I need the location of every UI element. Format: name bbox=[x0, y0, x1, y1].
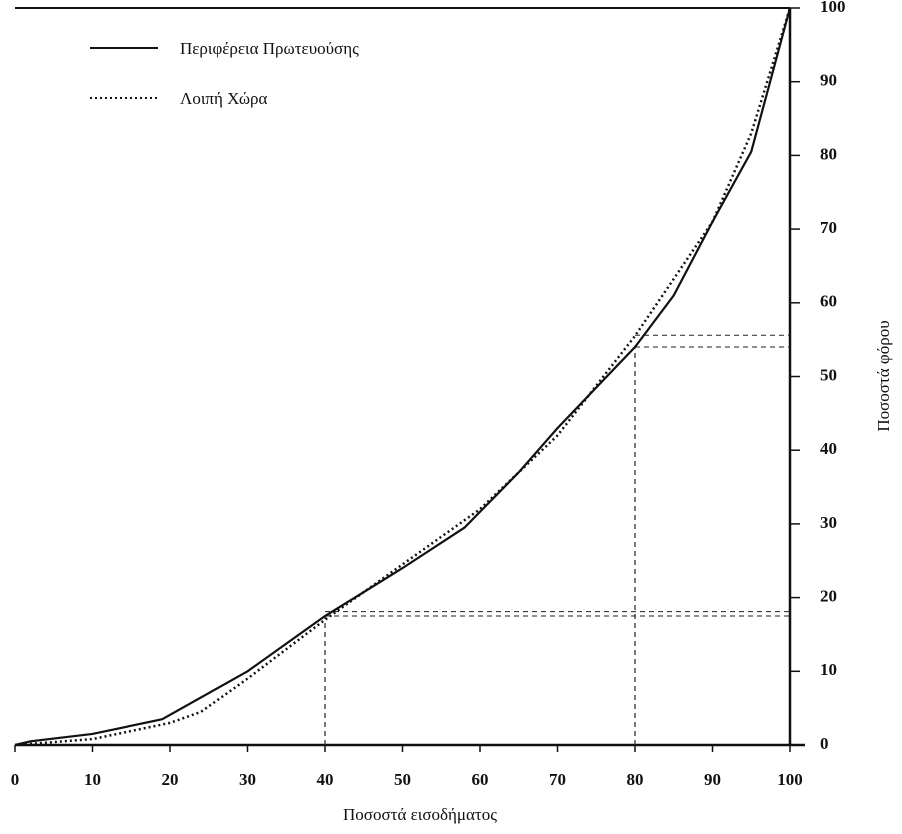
y-tick-label: 30 bbox=[820, 513, 837, 532]
x-tick-label: 80 bbox=[627, 770, 644, 789]
y-tick-label: 10 bbox=[820, 660, 837, 679]
y-tick-label: 60 bbox=[820, 292, 837, 311]
x-tick-label: 10 bbox=[84, 770, 101, 789]
y-tick-label: 70 bbox=[820, 218, 837, 237]
x-tick-label: 40 bbox=[317, 770, 334, 789]
y-tick-label: 90 bbox=[820, 71, 837, 90]
y-tick-label: 80 bbox=[820, 144, 837, 163]
series-line bbox=[14, 7, 792, 747]
x-tick-label: 70 bbox=[549, 770, 566, 789]
series-line bbox=[14, 7, 792, 747]
y-tick-label: 20 bbox=[820, 587, 837, 606]
x-tick-label: 60 bbox=[472, 770, 489, 789]
x-tick-label: 30 bbox=[239, 770, 256, 789]
y-tick-label: 40 bbox=[820, 439, 837, 458]
y-tick-label: 100 bbox=[820, 0, 846, 16]
x-axis-label: Ποσοστά εισοδήματος bbox=[343, 805, 497, 824]
x-tick-label: 20 bbox=[162, 770, 179, 789]
x-tick-label: 90 bbox=[704, 770, 721, 789]
y-tick-label: 50 bbox=[820, 365, 837, 384]
x-tick-label: 50 bbox=[394, 770, 411, 789]
legend-label: Περιφέρεια Πρωτευούσης bbox=[180, 39, 359, 58]
y-axis-label: Ποσοστά φόρου bbox=[874, 320, 893, 431]
legend-label: Λοιπή Χώρα bbox=[180, 89, 268, 108]
y-tick-label: 0 bbox=[820, 734, 829, 753]
x-tick-label: 100 bbox=[777, 770, 803, 789]
x-tick-label: 0 bbox=[11, 770, 20, 789]
